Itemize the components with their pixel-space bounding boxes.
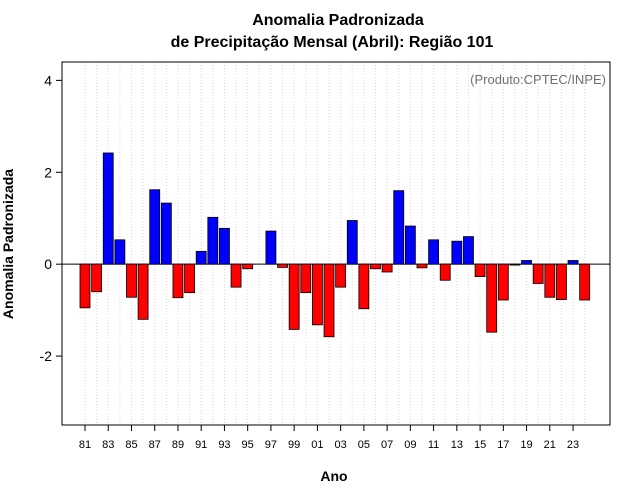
x-tick-label: 23: [567, 439, 579, 451]
bar: [544, 263, 556, 298]
bar: [79, 263, 91, 309]
bar: [567, 260, 579, 265]
bar: [300, 263, 312, 294]
bar: [451, 240, 463, 265]
bar: [160, 202, 172, 265]
bar: [346, 220, 358, 265]
x-tick-label: 87: [149, 439, 161, 451]
x-tick-label: 93: [218, 439, 230, 451]
x-tick-label: 97: [265, 439, 277, 451]
x-tick-label: 11: [428, 439, 439, 451]
credit-annotation: (Produto:CPTEC/INPE): [470, 72, 606, 87]
x-tick-label: 01: [311, 439, 323, 451]
bar: [335, 263, 347, 288]
bar: [532, 263, 544, 284]
bar: [370, 263, 381, 270]
x-tick-label: 09: [404, 439, 416, 451]
bar: [102, 152, 114, 265]
chart-title-line1: Anomalia Padronizada: [252, 12, 424, 29]
bar: [219, 227, 230, 265]
x-tick-label: 81: [79, 439, 91, 451]
bar: [195, 250, 207, 265]
bar: [521, 260, 532, 265]
bar: [126, 263, 137, 298]
bar: [556, 263, 567, 300]
plot-frame: [61, 61, 611, 426]
bar: [288, 263, 300, 330]
bar: [311, 263, 323, 326]
bar: [242, 263, 254, 270]
bar: [172, 263, 184, 299]
bar: [463, 236, 474, 265]
bar: [184, 263, 195, 294]
bar: [509, 263, 521, 266]
x-tick-label: 05: [358, 439, 370, 451]
bar: [358, 263, 370, 310]
x-tick-label: 83: [102, 439, 114, 451]
bar: [277, 263, 288, 268]
bar: [265, 230, 277, 265]
bar: [114, 239, 126, 265]
x-tick-label: 85: [125, 439, 137, 451]
x-tick-label: 17: [497, 439, 509, 451]
y-axis: -2 0 2 4: [40, 72, 62, 364]
bar: [149, 189, 161, 265]
grid-lines: [84, 62, 586, 425]
bar: [416, 263, 428, 269]
bar: [579, 263, 591, 301]
bar: [207, 216, 219, 265]
x-tick-label: 91: [195, 439, 207, 451]
y-tick-label: 2: [44, 164, 52, 180]
chart-title-line2: de Precipitação Mensal (Abril): Região 1…: [171, 34, 494, 51]
x-tick-label: 07: [381, 439, 393, 451]
x-tick-label: 95: [242, 439, 254, 451]
bar: [474, 263, 486, 277]
bars: [79, 152, 591, 338]
x-tick-label: 89: [172, 439, 184, 451]
bar: [486, 263, 498, 333]
y-tick-label: -2: [40, 348, 53, 364]
bar: [393, 190, 405, 265]
bar: [230, 263, 242, 288]
x-tick-label: 19: [520, 439, 532, 451]
bar: [381, 263, 393, 273]
bar: [91, 263, 103, 293]
bar: [323, 263, 335, 338]
x-tick-label: 13: [451, 439, 463, 451]
x-tick-label: 99: [288, 439, 300, 451]
x-tick-label: 15: [474, 439, 486, 451]
x-tick-label: 03: [335, 439, 347, 451]
bar: [439, 263, 451, 281]
bar: [404, 225, 416, 265]
bar: [428, 239, 440, 265]
bar: [137, 263, 149, 320]
x-axis: 81 83 85 87 89 91 93 95 97 99 01 03 05 07 09 11 13 15 17 19…: [79, 425, 579, 451]
x-axis-label: Ano: [320, 468, 347, 484]
y-tick-label: 4: [44, 72, 52, 88]
y-tick-label: 0: [44, 256, 52, 272]
bar: [497, 263, 509, 301]
y-axis-label: Anomalia Padronizada: [0, 169, 16, 319]
x-tick-label: 21: [544, 439, 556, 451]
